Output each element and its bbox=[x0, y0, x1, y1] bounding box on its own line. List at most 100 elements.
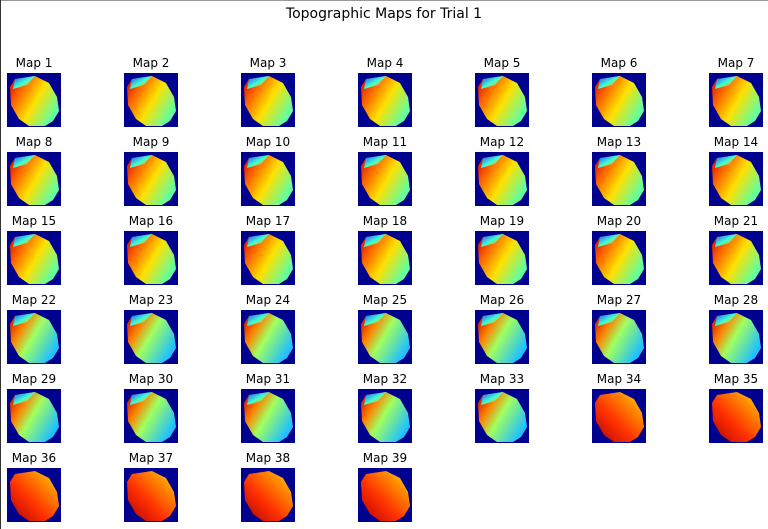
topo-map: Map 14 bbox=[709, 135, 763, 206]
topo-map: Map 5 bbox=[475, 56, 529, 127]
map-corner bbox=[13, 234, 35, 247]
topo-map: Map 13 bbox=[592, 135, 646, 206]
map-field bbox=[244, 471, 293, 521]
map-label: Map 33 bbox=[480, 372, 524, 386]
map-field bbox=[361, 313, 410, 363]
map-field bbox=[244, 234, 293, 284]
map-corner bbox=[715, 76, 737, 89]
map-field bbox=[244, 392, 293, 442]
map-field bbox=[127, 313, 176, 363]
topo-map: Map 25 bbox=[358, 293, 412, 364]
map-corner bbox=[130, 155, 152, 168]
map-field bbox=[361, 155, 410, 205]
map-label: Map 1 bbox=[16, 56, 53, 70]
map-field bbox=[127, 392, 176, 442]
map-field bbox=[10, 76, 59, 126]
map-field bbox=[10, 392, 59, 442]
map-label: Map 11 bbox=[363, 135, 407, 149]
map-field bbox=[595, 155, 644, 205]
map-field bbox=[361, 392, 410, 442]
map-corner bbox=[364, 155, 386, 168]
map-label: Map 20 bbox=[597, 214, 641, 228]
topo-map: Map 24 bbox=[241, 293, 295, 364]
map-label: Map 7 bbox=[718, 56, 755, 70]
map-corner bbox=[13, 392, 35, 405]
map-label: Map 26 bbox=[480, 293, 524, 307]
map-corner bbox=[364, 234, 386, 247]
topo-map: Map 35 bbox=[709, 372, 763, 443]
map-field bbox=[361, 234, 410, 284]
map-corner bbox=[247, 392, 269, 405]
map-field bbox=[478, 234, 527, 284]
map-corner bbox=[715, 234, 737, 247]
topo-map: Map 37 bbox=[124, 451, 178, 522]
map-label: Map 6 bbox=[601, 56, 638, 70]
map-label: Map 14 bbox=[714, 135, 758, 149]
topo-map: Map 17 bbox=[241, 214, 295, 285]
map-corner bbox=[598, 155, 620, 168]
map-label: Map 21 bbox=[714, 214, 758, 228]
topo-map: Map 32 bbox=[358, 372, 412, 443]
map-field bbox=[712, 76, 761, 126]
map-label: Map 8 bbox=[16, 135, 53, 149]
map-corner bbox=[130, 234, 152, 247]
map-label: Map 15 bbox=[12, 214, 56, 228]
map-corner bbox=[715, 155, 737, 168]
map-field bbox=[361, 471, 410, 521]
map-corner bbox=[247, 234, 269, 247]
topo-map: Map 4 bbox=[358, 56, 412, 127]
topo-map: Map 16 bbox=[124, 214, 178, 285]
topo-map: Map 26 bbox=[475, 293, 529, 364]
map-label: Map 30 bbox=[129, 372, 173, 386]
map-field bbox=[10, 313, 59, 363]
map-corner bbox=[247, 76, 269, 89]
map-label: Map 28 bbox=[714, 293, 758, 307]
topo-map: Map 12 bbox=[475, 135, 529, 206]
map-corner bbox=[364, 313, 386, 326]
map-corner bbox=[130, 392, 152, 405]
map-corner bbox=[364, 392, 386, 405]
topo-map: Map 3 bbox=[241, 56, 295, 127]
topo-map: Map 6 bbox=[592, 56, 646, 127]
map-field bbox=[712, 392, 761, 442]
map-field bbox=[127, 234, 176, 284]
topo-map: Map 15 bbox=[7, 214, 61, 285]
map-label: Map 36 bbox=[12, 451, 56, 465]
figure-title: Topographic Maps for Trial 1 bbox=[285, 6, 482, 22]
map-label: Map 25 bbox=[363, 293, 407, 307]
map-label: Map 12 bbox=[480, 135, 524, 149]
map-label: Map 22 bbox=[12, 293, 56, 307]
map-corner bbox=[247, 313, 269, 326]
map-label: Map 24 bbox=[246, 293, 290, 307]
map-label: Map 31 bbox=[246, 372, 290, 386]
map-field bbox=[10, 471, 59, 521]
map-field bbox=[478, 313, 527, 363]
map-field bbox=[10, 155, 59, 205]
map-field bbox=[244, 76, 293, 126]
topo-map: Map 8 bbox=[7, 135, 61, 206]
topo-map: Map 34 bbox=[592, 372, 646, 443]
map-field bbox=[361, 76, 410, 126]
topo-map: Map 39 bbox=[358, 451, 412, 522]
map-corner bbox=[481, 234, 503, 247]
map-label: Map 35 bbox=[714, 372, 758, 386]
map-label: Map 18 bbox=[363, 214, 407, 228]
topo-map: Map 20 bbox=[592, 214, 646, 285]
map-corner bbox=[130, 76, 152, 89]
map-corner bbox=[481, 155, 503, 168]
topo-map: Map 31 bbox=[241, 372, 295, 443]
map-corner bbox=[13, 313, 35, 326]
map-label: Map 4 bbox=[367, 56, 404, 70]
map-corner bbox=[715, 313, 737, 326]
map-field bbox=[244, 313, 293, 363]
topo-map: Map 23 bbox=[124, 293, 178, 364]
map-field bbox=[712, 234, 761, 284]
map-corner bbox=[13, 155, 35, 168]
map-label: Map 23 bbox=[129, 293, 173, 307]
map-label: Map 13 bbox=[597, 135, 641, 149]
topo-map: Map 9 bbox=[124, 135, 178, 206]
map-field bbox=[244, 155, 293, 205]
map-label: Map 5 bbox=[484, 56, 521, 70]
